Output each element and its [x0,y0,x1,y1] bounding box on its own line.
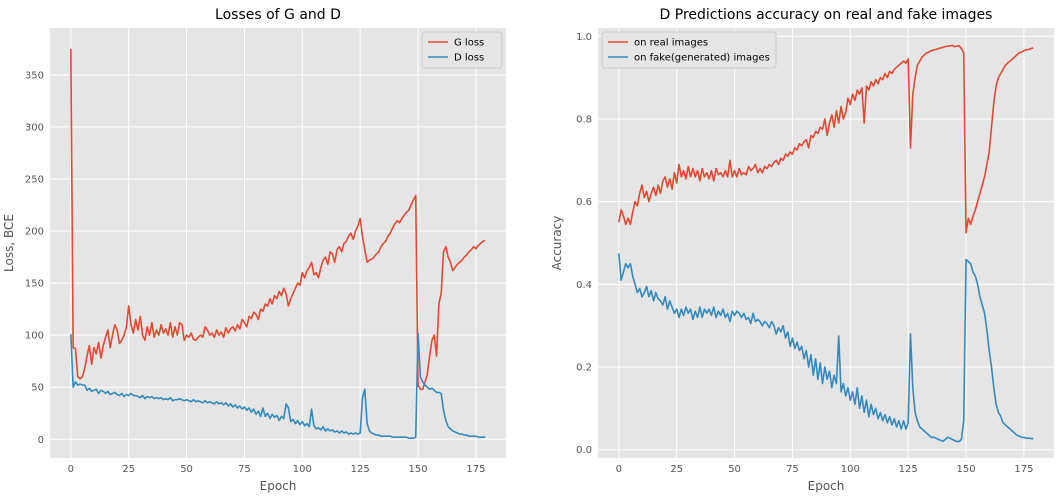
y-tick-label: 1.0 [576,32,592,43]
y-tick-label: 0.6 [576,197,592,208]
y-tick-label: 0.4 [576,280,592,291]
x-tick-label: 125 [351,464,370,475]
y-tick-label: 150 [25,279,44,290]
y-tick-label: 250 [25,174,44,185]
series-line-on-fake-generated-images [618,253,1034,443]
x-tick-label: 175 [466,464,485,475]
loss-gridlines [50,28,506,458]
loss-chart-title: Losses of G and D [215,7,341,23]
legend-label-fake-images: on fake(generated) images [634,53,770,64]
x-tick-label: 25 [122,464,135,475]
x-tick-label: 175 [1014,464,1033,475]
accuracy-y-tick-labels: 0.0 0.2 0.4 0.6 0.8 1.0 [576,32,592,456]
accuracy-x-axis-label: Epoch [808,479,845,493]
x-tick-label: 100 [293,464,312,475]
accuracy-gridlines [598,28,1054,458]
x-tick-label: 0 [616,464,622,475]
x-tick-label: 125 [899,464,918,475]
x-tick-label: 150 [408,464,427,475]
legend-label-real-images: on real images [634,38,708,49]
series-line-g-loss [70,48,486,391]
x-tick-label: 50 [728,464,741,475]
loss-y-tick-labels: 0 50 100 150 200 250 300 350 [25,70,44,445]
loss-chart: 0 25 50 75 100 125 150 175 0 50 100 150 200 250 300 35… [2,7,506,493]
x-tick-label: 100 [841,464,860,475]
series-line-on-real-images [618,44,1034,234]
y-tick-label: 100 [25,331,44,342]
accuracy-series-lines [618,44,1034,443]
loss-series-lines [70,48,486,440]
accuracy-x-tick-labels: 0 25 50 75 100 125 150 175 [616,464,1034,475]
y-tick-label: 0 [38,435,44,446]
loss-x-axis-label: Epoch [260,479,297,493]
accuracy-legend: on real images on fake(generated) images [601,31,777,69]
accuracy-chart-title: D Predictions accuracy on real and fake … [660,7,993,23]
accuracy-chart: 0 25 50 75 100 125 150 175 0.0 0.2 0.4 0.6 0.8 1.0 D… [550,7,1054,493]
loss-y-axis-label: Loss, BCE [2,214,16,272]
loss-legend-box [421,31,503,69]
x-tick-label: 75 [786,464,799,475]
legend-label-g-loss: G loss [454,38,484,49]
accuracy-plot-area [598,28,1054,458]
y-tick-label: 0.0 [576,445,592,456]
x-tick-label: 25 [670,464,683,475]
x-tick-label: 50 [180,464,193,475]
x-tick-label: 150 [956,464,975,475]
y-tick-label: 200 [25,227,44,238]
y-tick-label: 0.8 [576,114,592,125]
x-tick-label: 75 [238,464,251,475]
y-tick-label: 50 [31,383,44,394]
legend-label-d-loss: D loss [454,53,484,64]
accuracy-y-axis-label: Accuracy [550,216,564,271]
x-tick-label: 0 [68,464,74,475]
loss-x-tick-labels: 0 25 50 75 100 125 150 175 [68,464,486,475]
loss-legend: G loss D loss [421,31,503,69]
loss-plot-area [50,28,506,458]
y-tick-label: 300 [25,122,44,133]
y-tick-label: 0.2 [576,363,592,374]
accuracy-legend-box [601,31,777,69]
y-tick-label: 350 [25,70,44,81]
series-line-d-loss [70,332,486,440]
